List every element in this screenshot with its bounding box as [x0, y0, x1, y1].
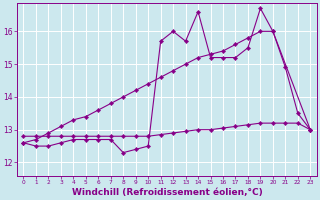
X-axis label: Windchill (Refroidissement éolien,°C): Windchill (Refroidissement éolien,°C) [72, 188, 262, 197]
